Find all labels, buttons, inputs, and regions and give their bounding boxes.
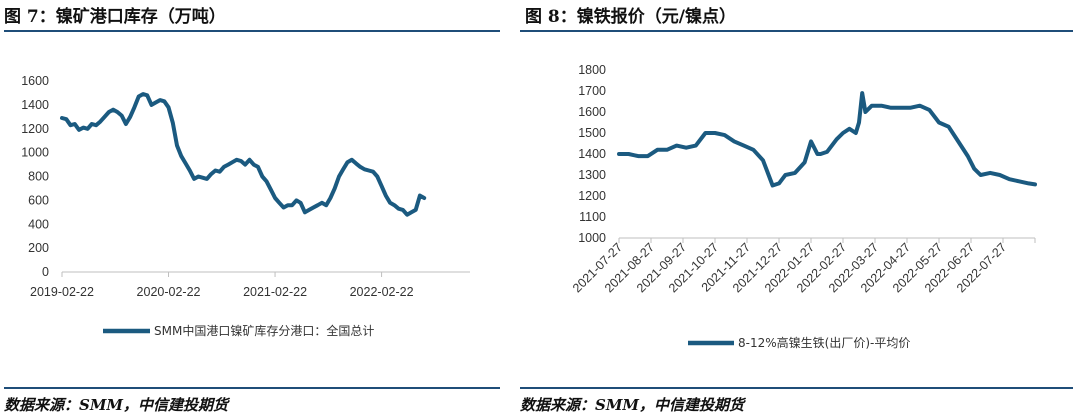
right-y-tick-label: 1400 [578,147,606,161]
right-y-tick-label: 1000 [578,231,606,245]
right-y-tick-label: 1800 [578,63,606,77]
left-source-note: 数据来源：SMM，中信建投期货 [4,396,229,414]
right-y-tick-label: 1100 [579,210,606,224]
right-source-note: 数据来源：SMM，中信建投期货 [520,396,745,414]
right-chart-title: 图 8：镍铁报价（元/镍点） [525,7,736,27]
right-y-tick-label: 1300 [578,168,606,182]
left-y-tick-label: 1200 [21,122,49,136]
left-chart-title: 图 7：镍矿港口库存（万吨） [4,7,226,27]
left-y-tick-label: 800 [28,170,49,184]
left-legend-label: SMM中国港口镍矿库存分港口：全国总计 [154,323,374,338]
right-series-line [617,91,1037,188]
left-x-tick-label: 2020-02-22 [137,285,201,299]
right-bottom-rule [520,387,1073,389]
left-y-tick-label: 0 [42,265,49,279]
left-bottom-rule [4,387,500,389]
left-y-tick-label: 400 [28,217,49,231]
left-series-line [60,92,427,217]
right-top-rule [520,30,1073,32]
right-legend-label: 8-12%高镍生铁(出厂价)-平均价 [738,335,910,350]
left-y-tick-label: 200 [28,241,49,255]
left-y-tick-label: 1600 [21,74,49,88]
left-top-rule [4,30,500,32]
left-x-tick-label: 2022-02-22 [350,285,414,299]
right-y-tick-label: 1700 [578,84,606,98]
left-x-tick-label: 2021-02-22 [243,285,307,299]
left-y-tick-label: 1000 [21,146,49,160]
left-x-tick-label: 2019-02-22 [30,285,94,299]
left-y-tick-label: 1400 [21,98,49,112]
left-y-tick-label: 600 [28,193,49,207]
right-y-tick-label: 1200 [578,189,606,203]
right-y-tick-label: 1600 [578,105,606,119]
right-y-tick-label: 1500 [578,126,606,140]
